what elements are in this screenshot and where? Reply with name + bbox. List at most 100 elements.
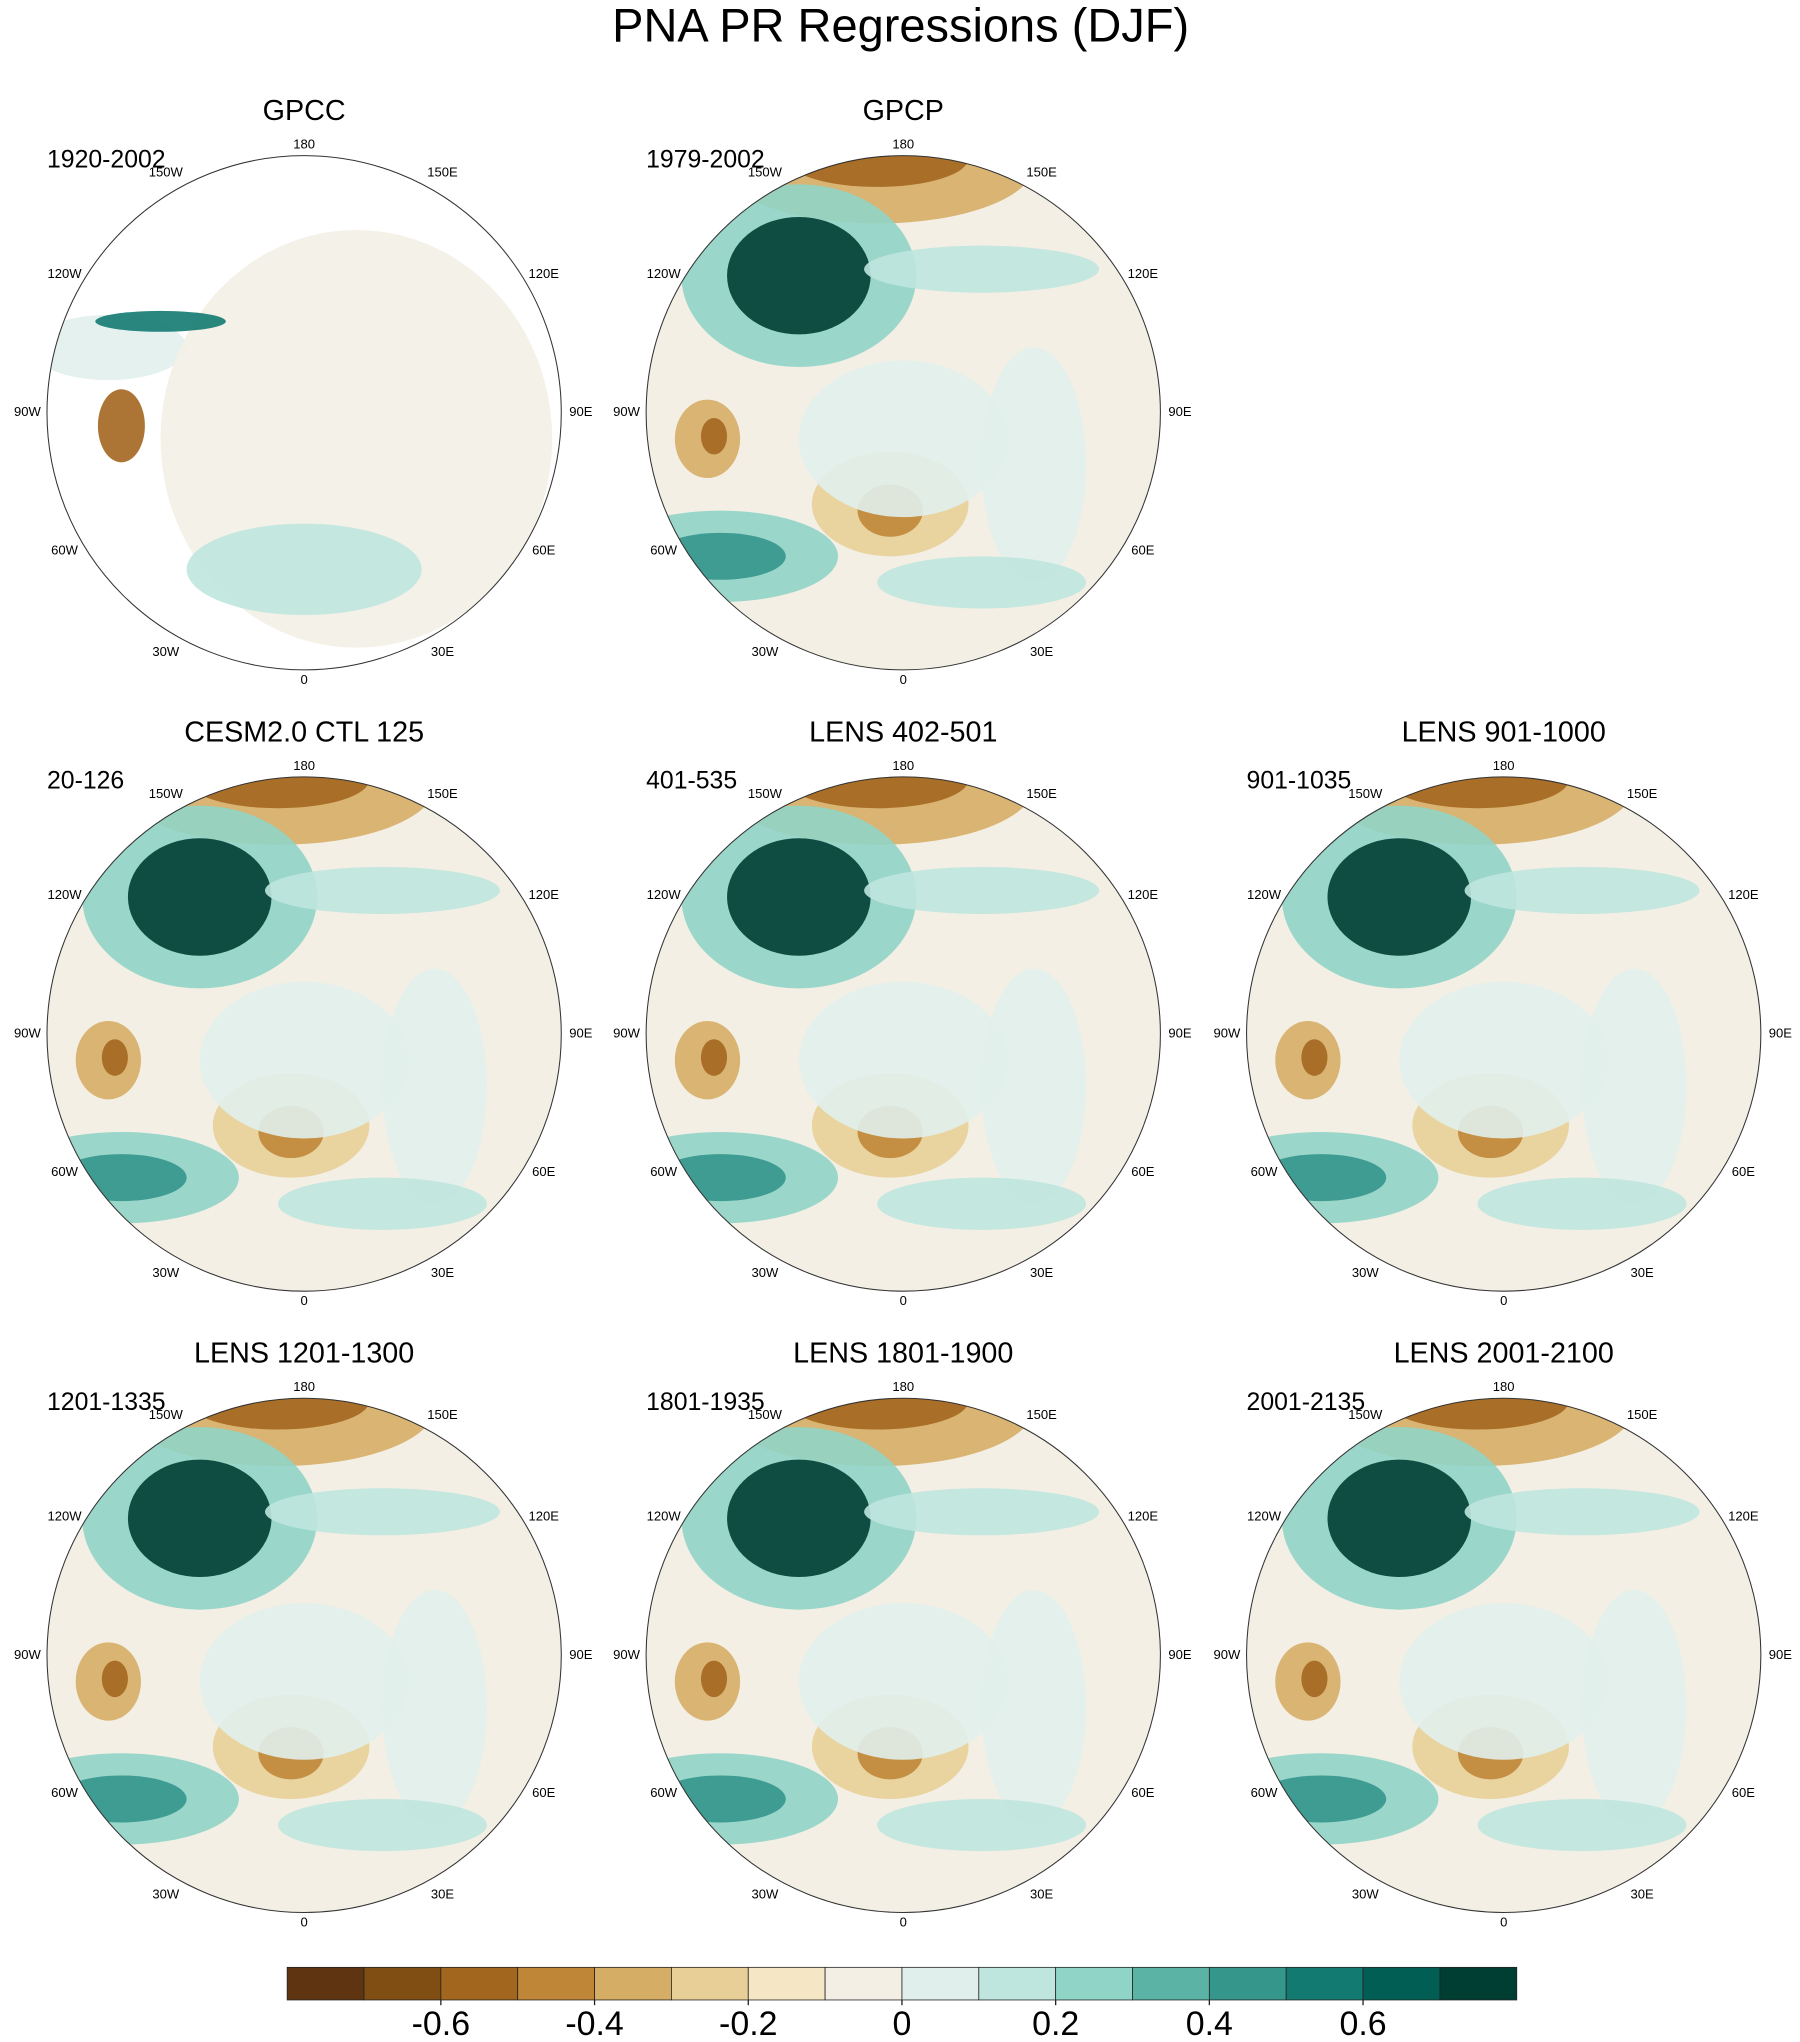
precip-region bbox=[1386, 1398, 1569, 1430]
longitude-label: 90W bbox=[613, 404, 641, 419]
longitude-label: 30W bbox=[751, 644, 779, 659]
longitude-label: 120E bbox=[1728, 1508, 1759, 1523]
longitude-label: 0 bbox=[1500, 1914, 1507, 1929]
longitude-label: 150E bbox=[1627, 1407, 1658, 1422]
longitude-label: 150E bbox=[427, 786, 458, 801]
longitude-label: 30W bbox=[751, 1265, 779, 1280]
longitude-label: 60E bbox=[1131, 1164, 1155, 1179]
longitude-label: 120W bbox=[47, 266, 82, 281]
colorbar-tick-label: -0.4 bbox=[565, 2005, 623, 2042]
precip-region bbox=[727, 838, 871, 956]
panel-subtitle: 401-535 bbox=[646, 768, 737, 795]
colorbar-box bbox=[824, 1966, 903, 2001]
longitude-label: 30E bbox=[1030, 1886, 1054, 1901]
panel-subtitle: 901-1035 bbox=[1247, 768, 1352, 795]
map-border bbox=[645, 155, 1161, 671]
precip-region bbox=[1399, 1603, 1609, 1760]
colorbar-box bbox=[1285, 1966, 1364, 2001]
longitude-label: 60E bbox=[1131, 1785, 1155, 1800]
longitude-label: 60E bbox=[532, 543, 556, 558]
map-panel bbox=[46, 776, 562, 1292]
longitude-label: 180 bbox=[892, 758, 914, 773]
panel-subtitle: 20-126 bbox=[47, 768, 124, 795]
longitude-label: 120E bbox=[1128, 887, 1159, 902]
longitude-label: 180 bbox=[892, 1379, 914, 1394]
colorbar-box bbox=[1208, 1966, 1287, 2001]
longitude-label: 120W bbox=[1247, 1508, 1282, 1523]
longitude-label: 60W bbox=[51, 543, 79, 558]
longitude-label: 90W bbox=[613, 1026, 641, 1041]
precip-region bbox=[700, 417, 728, 455]
longitude-label: 90E bbox=[1168, 404, 1192, 419]
longitude-label: 150E bbox=[1026, 165, 1057, 180]
longitude-label: 150W bbox=[149, 786, 184, 801]
figure-title: PNA PR Regressions (DJF) bbox=[612, 0, 1189, 51]
precip-region bbox=[785, 776, 969, 809]
longitude-label: 120W bbox=[647, 266, 682, 281]
longitude-label: 150W bbox=[748, 165, 783, 180]
colorbar-tick-label: -0.2 bbox=[719, 2005, 777, 2042]
longitude-label: 90W bbox=[1214, 1026, 1242, 1041]
precip-region bbox=[727, 216, 871, 335]
colorbar-tick-label: 0.6 bbox=[1339, 2005, 1386, 2042]
colorbar-box bbox=[1132, 1966, 1210, 2001]
longitude-label: 30E bbox=[431, 1265, 455, 1280]
colorbar-box bbox=[671, 1966, 749, 2001]
precip-region bbox=[1464, 866, 1700, 914]
longitude-label: 60E bbox=[1732, 1785, 1756, 1800]
longitude-label: 150E bbox=[1026, 786, 1057, 801]
longitude-label: 90E bbox=[1769, 1026, 1793, 1041]
map-panel bbox=[646, 776, 1161, 1292]
longitude-label: 30E bbox=[1630, 1886, 1654, 1901]
longitude-label: 120W bbox=[1247, 887, 1282, 902]
precip-region bbox=[1399, 981, 1609, 1139]
colorbar-box bbox=[1362, 1966, 1441, 2001]
longitude-label: 30W bbox=[1352, 1886, 1380, 1901]
longitude-label: 120E bbox=[1128, 1508, 1159, 1523]
colorbar-tick-label: 0.4 bbox=[1186, 2005, 1233, 2042]
longitude-label: 30E bbox=[1030, 1265, 1054, 1280]
longitude-label: 150W bbox=[748, 786, 783, 801]
precip-region bbox=[1301, 1660, 1328, 1698]
longitude-label: 0 bbox=[900, 1293, 907, 1308]
longitude-label: 120W bbox=[647, 887, 682, 902]
panel-title: LENS 2001-2100 bbox=[1394, 1338, 1614, 1370]
longitude-label: 0 bbox=[301, 1293, 308, 1308]
colorbar-box bbox=[1439, 1966, 1518, 2001]
longitude-label: 60E bbox=[532, 1164, 556, 1179]
precip-region bbox=[97, 389, 145, 463]
precip-region bbox=[1464, 1488, 1700, 1536]
longitude-label: 180 bbox=[293, 137, 315, 152]
longitude-label: 120W bbox=[647, 1508, 682, 1523]
longitude-label: 60E bbox=[532, 1785, 556, 1800]
panel-subtitle: 1979-2002 bbox=[646, 146, 765, 173]
colorbar-box bbox=[440, 1966, 519, 2001]
colorbar-box bbox=[286, 1966, 365, 2001]
precip-region bbox=[1582, 968, 1687, 1204]
map-panel bbox=[646, 155, 1161, 670]
panel-title: LENS 1801-1900 bbox=[793, 1338, 1013, 1370]
longitude-label: 150E bbox=[427, 1407, 458, 1422]
longitude-label: 90W bbox=[1214, 1647, 1242, 1662]
longitude-label: 180 bbox=[1493, 1379, 1515, 1394]
colorbar-tick-label: 0 bbox=[893, 2005, 912, 2042]
panel-title: LENS 402-501 bbox=[809, 716, 997, 748]
longitude-label: 0 bbox=[301, 1914, 308, 1929]
colorbar-box bbox=[363, 1966, 442, 2001]
precip-region bbox=[798, 1603, 1008, 1760]
longitude-label: 60W bbox=[51, 1164, 79, 1179]
longitude-label: 150W bbox=[149, 1407, 184, 1422]
longitude-label: 0 bbox=[900, 672, 907, 687]
panel-subtitle: 1920-2002 bbox=[47, 146, 166, 173]
longitude-label: 90E bbox=[1168, 1026, 1192, 1041]
longitude-label: 150W bbox=[1348, 1407, 1383, 1422]
longitude-label: 60W bbox=[650, 1785, 678, 1800]
longitude-label: 180 bbox=[1493, 758, 1515, 773]
longitude-label: 30E bbox=[1030, 644, 1054, 659]
longitude-label: 120E bbox=[529, 887, 560, 902]
colorbar-box bbox=[517, 1966, 595, 2001]
precip-region bbox=[877, 1798, 1087, 1852]
precip-region bbox=[101, 1660, 128, 1698]
longitude-label: 90W bbox=[14, 1647, 42, 1662]
longitude-label: 0 bbox=[1500, 1293, 1507, 1308]
